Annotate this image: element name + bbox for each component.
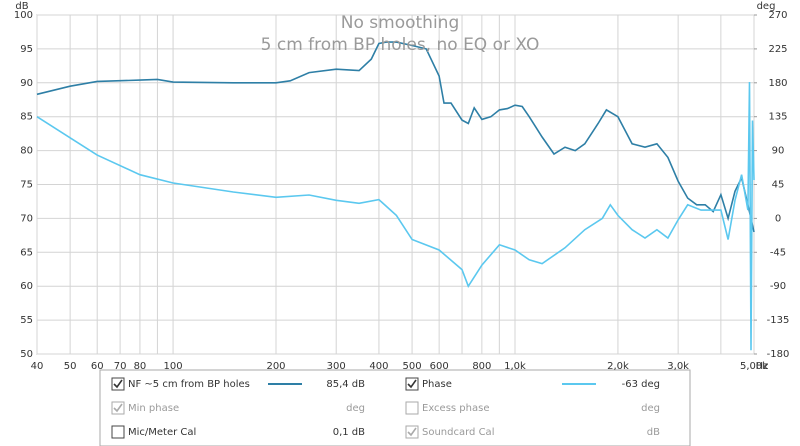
- panel-readout: deg: [346, 403, 365, 414]
- y2-tick-label: -45: [770, 247, 786, 258]
- series-checkbox[interactable]: [405, 377, 419, 391]
- y-tick-label: 100: [14, 10, 33, 21]
- y2-axis-label: deg: [757, 1, 776, 12]
- y2-tick-label: -135: [767, 315, 790, 326]
- panel-label: Soundcard Cal: [422, 427, 494, 438]
- x-tick-label: 400: [369, 361, 388, 372]
- y-tick-label: 85: [20, 112, 33, 123]
- y2-tick-label: 135: [768, 112, 787, 123]
- y-tick-label: 80: [20, 146, 33, 157]
- panel-checkbox: [405, 425, 419, 439]
- x-tick-label: 800: [472, 361, 491, 372]
- series-checkbox-check: [407, 379, 417, 389]
- legend-readout: -63 deg: [622, 379, 660, 390]
- chart-subtitle: 5 cm from BP holes, no EQ or XO: [261, 35, 540, 55]
- y-tick-label: 95: [20, 44, 33, 55]
- y2-tick-label: -90: [770, 281, 786, 292]
- series-line: [36, 81, 755, 351]
- y-tick-label: 50: [20, 349, 33, 360]
- x-tick-label: 60: [91, 361, 104, 372]
- x-tick-label: 2,0k: [607, 361, 629, 372]
- x-tick-label: 3,0k: [667, 361, 689, 372]
- panel-label: Excess phase: [422, 403, 490, 414]
- panel-readout: dB: [647, 427, 660, 438]
- y-tick-label: 55: [20, 315, 33, 326]
- panel-checkbox: [405, 401, 419, 415]
- panel-checkbox[interactable]: [111, 425, 125, 439]
- y-tick-label: 70: [20, 213, 33, 224]
- series-checkbox[interactable]: [111, 377, 125, 391]
- x-tick-label: 80: [134, 361, 147, 372]
- panel-readout: 0,1 dB: [333, 427, 365, 438]
- y2-tick-label: 225: [768, 44, 787, 55]
- panel-checkbox-check: [113, 403, 123, 413]
- x-tick-label: 1,0k: [504, 361, 526, 372]
- y-tick-label: 75: [20, 180, 33, 191]
- panel-label: Min phase: [128, 403, 179, 414]
- x-tick-label: 40: [31, 361, 44, 372]
- legend-label: NF ~5 cm from BP holes: [128, 379, 250, 390]
- panel-checkbox: [111, 401, 125, 415]
- y2-tick-label: 45: [772, 180, 785, 191]
- legend-panel: [99, 369, 691, 446]
- series-line: [36, 41, 755, 233]
- y2-tick-label: 270: [768, 10, 787, 21]
- y2-tick-label: 90: [772, 146, 785, 157]
- x-tick-label: 50: [64, 361, 77, 372]
- x-tick-label: 70: [114, 361, 127, 372]
- chart-title: No smoothing: [341, 13, 459, 33]
- panel-checkbox-check: [407, 427, 417, 437]
- y2-tick-label: 180: [768, 78, 787, 89]
- series-checkbox-check: [113, 379, 123, 389]
- panel-label: Mic/Meter Cal: [128, 427, 196, 438]
- x-tick-label: 100: [164, 361, 183, 372]
- y-axis-label: dB: [15, 1, 28, 12]
- y2-tick-label: 0: [775, 213, 781, 224]
- x-tick-label: 300: [327, 361, 346, 372]
- x-tick-label: 5,00k: [740, 361, 768, 372]
- legend-label: Phase: [422, 379, 452, 390]
- panel-readout: deg: [641, 403, 660, 414]
- y2-tick-label: -180: [767, 349, 790, 360]
- y-tick-label: 90: [20, 78, 33, 89]
- x-axis-label: Hz: [756, 361, 769, 372]
- legend-readout: 85,4 dB: [326, 379, 365, 390]
- y-tick-label: 65: [20, 247, 33, 258]
- x-tick-label: 200: [266, 361, 285, 372]
- x-tick-label: 500: [403, 361, 422, 372]
- y-tick-label: 60: [20, 281, 33, 292]
- x-tick-label: 600: [430, 361, 449, 372]
